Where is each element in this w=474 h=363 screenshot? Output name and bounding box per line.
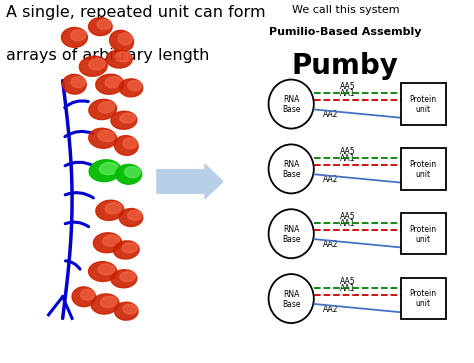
- Ellipse shape: [72, 287, 96, 307]
- Text: AA2: AA2: [323, 110, 338, 119]
- Text: AA2: AA2: [323, 240, 338, 249]
- Ellipse shape: [115, 302, 138, 320]
- Ellipse shape: [269, 274, 314, 323]
- Ellipse shape: [123, 138, 137, 149]
- Ellipse shape: [89, 99, 117, 119]
- Ellipse shape: [98, 131, 115, 142]
- Ellipse shape: [115, 52, 131, 62]
- Ellipse shape: [89, 17, 112, 36]
- Text: AA5: AA5: [340, 147, 356, 156]
- Ellipse shape: [120, 113, 136, 123]
- Text: RNA: RNA: [283, 290, 300, 299]
- Text: RNA: RNA: [283, 95, 300, 104]
- Text: unit: unit: [416, 234, 431, 244]
- Ellipse shape: [93, 233, 121, 253]
- Text: RNA: RNA: [283, 225, 300, 234]
- Ellipse shape: [106, 50, 132, 68]
- FancyArrow shape: [157, 164, 223, 199]
- Ellipse shape: [125, 167, 140, 178]
- Ellipse shape: [96, 200, 124, 220]
- Bar: [401, 148, 446, 189]
- Text: Protein: Protein: [410, 289, 437, 298]
- Ellipse shape: [128, 81, 142, 91]
- Text: We call this system: We call this system: [292, 5, 399, 15]
- Ellipse shape: [116, 164, 142, 184]
- Text: Pumby: Pumby: [292, 52, 399, 80]
- Ellipse shape: [100, 163, 118, 175]
- Bar: [401, 83, 446, 125]
- Ellipse shape: [71, 30, 86, 41]
- Ellipse shape: [105, 77, 122, 87]
- Text: AA1: AA1: [340, 154, 356, 163]
- Text: Protein: Protein: [410, 160, 437, 169]
- Ellipse shape: [111, 270, 137, 288]
- Ellipse shape: [89, 262, 117, 281]
- Text: AA1: AA1: [340, 89, 356, 98]
- Text: Base: Base: [282, 300, 301, 309]
- Ellipse shape: [63, 74, 86, 94]
- Text: AA1: AA1: [340, 219, 356, 228]
- Text: A single, repeated unit can form: A single, repeated unit can form: [6, 5, 266, 20]
- Ellipse shape: [105, 203, 122, 214]
- Ellipse shape: [118, 33, 132, 45]
- Ellipse shape: [96, 74, 124, 94]
- Text: AA2: AA2: [323, 175, 338, 184]
- Ellipse shape: [91, 294, 119, 314]
- Ellipse shape: [123, 304, 137, 314]
- Bar: [401, 278, 446, 319]
- Ellipse shape: [62, 28, 87, 47]
- Text: AA2: AA2: [323, 305, 338, 314]
- Ellipse shape: [81, 289, 95, 300]
- Ellipse shape: [98, 264, 115, 275]
- Ellipse shape: [113, 241, 139, 259]
- Ellipse shape: [269, 144, 314, 193]
- Ellipse shape: [79, 56, 107, 76]
- Text: Base: Base: [282, 105, 301, 114]
- Ellipse shape: [89, 58, 105, 70]
- Ellipse shape: [128, 211, 142, 220]
- Ellipse shape: [98, 102, 115, 113]
- Ellipse shape: [269, 209, 314, 258]
- Text: AA5: AA5: [340, 277, 356, 286]
- Ellipse shape: [89, 128, 117, 148]
- Ellipse shape: [109, 30, 134, 52]
- Text: unit: unit: [416, 105, 431, 114]
- Ellipse shape: [89, 160, 121, 182]
- Text: Base: Base: [282, 235, 301, 244]
- Text: Protein: Protein: [410, 225, 437, 233]
- Ellipse shape: [100, 296, 117, 307]
- Ellipse shape: [269, 79, 314, 129]
- Text: arrays of arbitrary length: arrays of arbitrary length: [6, 48, 210, 63]
- Text: Pumilio-Based Assembly: Pumilio-Based Assembly: [269, 26, 422, 37]
- Ellipse shape: [103, 235, 119, 246]
- Bar: [401, 213, 446, 254]
- Text: unit: unit: [416, 170, 431, 179]
- Ellipse shape: [71, 77, 85, 87]
- Text: RNA: RNA: [283, 160, 300, 169]
- Ellipse shape: [97, 20, 111, 29]
- Text: AA5: AA5: [340, 82, 356, 91]
- Text: AA1: AA1: [340, 284, 356, 293]
- Ellipse shape: [111, 111, 137, 129]
- Ellipse shape: [119, 79, 143, 97]
- Text: unit: unit: [416, 299, 431, 309]
- Text: AA5: AA5: [340, 212, 356, 221]
- Ellipse shape: [120, 272, 136, 282]
- Ellipse shape: [122, 243, 137, 253]
- Ellipse shape: [119, 208, 143, 227]
- Text: Protein: Protein: [410, 95, 437, 104]
- Ellipse shape: [114, 136, 138, 155]
- Text: Base: Base: [282, 170, 301, 179]
